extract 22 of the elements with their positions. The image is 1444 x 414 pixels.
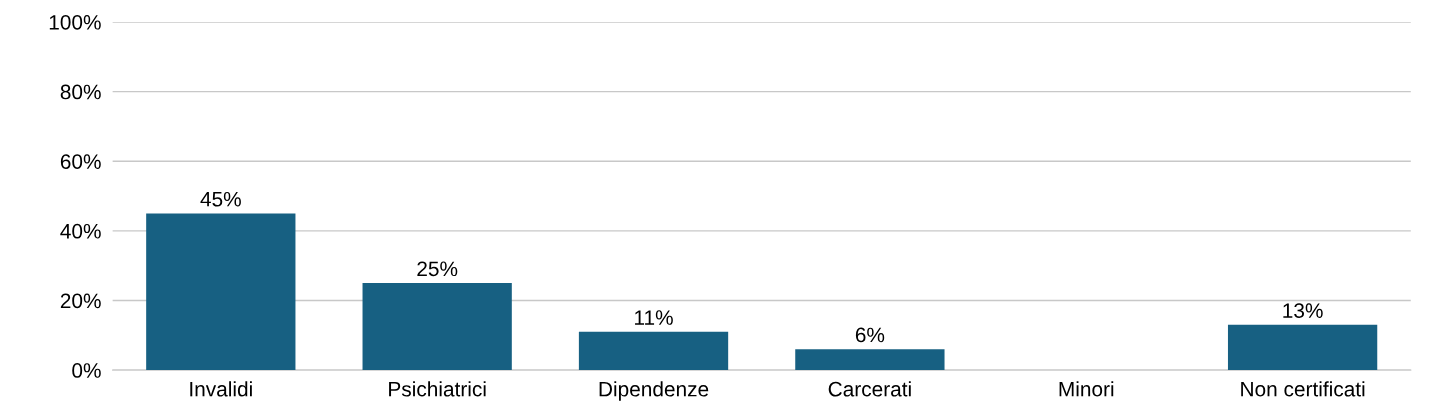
y-tick-label: 20% — [60, 293, 101, 309]
bar — [146, 213, 296, 371]
y-tick-label: 60% — [60, 154, 101, 169]
x-tick-label: Invalidi — [190, 381, 252, 397]
data-label: 11% — [635, 310, 673, 325]
bar — [578, 331, 729, 371]
data-label: 45% — [200, 191, 241, 207]
bar — [795, 349, 945, 371]
data-label: 6% — [855, 327, 885, 343]
bar — [1227, 324, 1378, 371]
y-tick-label: 40% — [60, 223, 101, 239]
x-tick-label: Carcerati — [828, 381, 911, 397]
x-tick-label: Psichiatrici — [389, 381, 486, 397]
x-tick-label: Dipendenze — [599, 381, 709, 401]
data-label: 13% — [1283, 303, 1323, 318]
y-tick-label: 0% — [72, 363, 101, 378]
y-tick-label: 100% — [49, 14, 101, 30]
y-tick-label: 80% — [60, 84, 101, 100]
data-label: 25% — [417, 261, 458, 277]
bar — [362, 283, 512, 371]
x-tick-label: Minori — [1059, 381, 1114, 397]
x-tick-label: Non certificati — [1241, 381, 1365, 397]
